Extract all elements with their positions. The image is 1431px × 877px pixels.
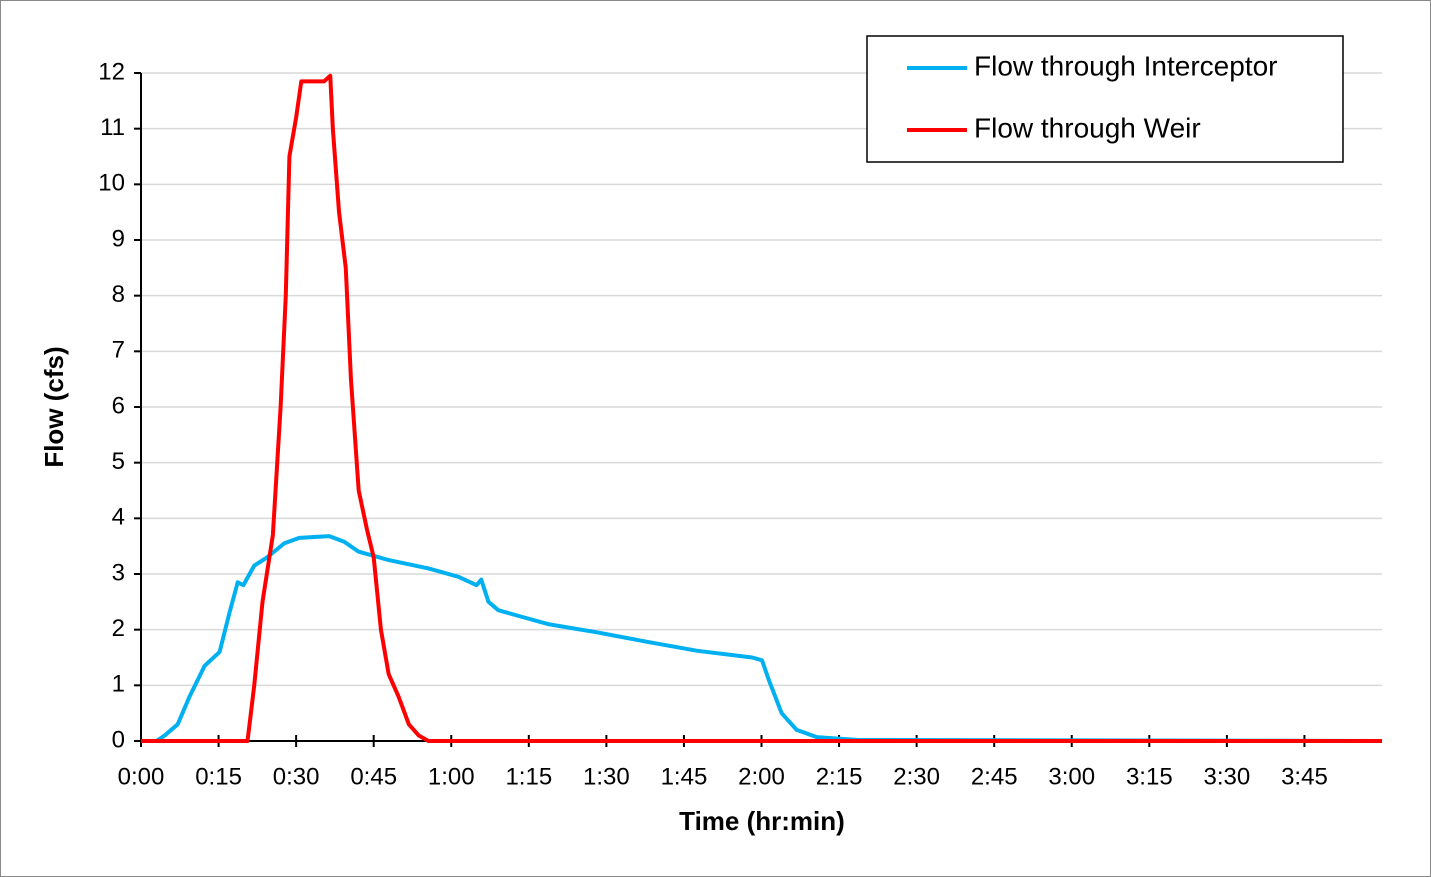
y-tick-label: 6 bbox=[112, 392, 125, 419]
x-tick-label: 1:45 bbox=[661, 763, 708, 790]
legend-label: Flow through Weir bbox=[974, 112, 1201, 143]
x-tick-label: 2:00 bbox=[738, 763, 785, 790]
y-tick-label: 12 bbox=[98, 58, 125, 85]
y-tick-label: 8 bbox=[112, 281, 125, 308]
y-tick-label: 2 bbox=[112, 615, 125, 642]
y-tick-label: 0 bbox=[112, 726, 125, 753]
y-tick-label: 7 bbox=[112, 337, 125, 364]
y-tick-label: 11 bbox=[100, 114, 125, 141]
series-line bbox=[155, 534, 1383, 743]
x-tick-label: 0:15 bbox=[195, 763, 242, 790]
x-tick-label: 1:30 bbox=[583, 763, 630, 790]
y-tick-label: 4 bbox=[112, 504, 125, 531]
y-tick-label: 9 bbox=[112, 225, 125, 252]
x-tick-label: 2:15 bbox=[816, 763, 863, 790]
x-tick-label: 2:30 bbox=[893, 763, 940, 790]
x-tick-label: 3:45 bbox=[1281, 763, 1328, 790]
x-tick-label: 1:15 bbox=[505, 763, 552, 790]
legend-label: Flow through Interceptor bbox=[974, 50, 1278, 81]
y-axis-title: Flow (cfs) bbox=[39, 346, 69, 467]
legend-box bbox=[866, 35, 1344, 163]
x-tick-label: 3:00 bbox=[1048, 763, 1095, 790]
x-tick-label: 1:00 bbox=[428, 763, 475, 790]
series-line bbox=[141, 73, 1382, 743]
x-axis-title: Time (hr:min) bbox=[679, 806, 845, 836]
y-tick-label: 5 bbox=[112, 448, 125, 475]
y-tick-label: 3 bbox=[112, 559, 125, 586]
x-tick-label: 3:30 bbox=[1204, 763, 1251, 790]
x-tick-label: 0:00 bbox=[118, 763, 165, 790]
x-tick-label: 2:45 bbox=[971, 763, 1018, 790]
y-tick-label: 1 bbox=[112, 671, 125, 698]
x-tick-label: 0:45 bbox=[350, 763, 397, 790]
x-tick-label: 0:30 bbox=[273, 763, 320, 790]
x-tick-label: 3:15 bbox=[1126, 763, 1173, 790]
y-tick-label: 10 bbox=[98, 170, 125, 197]
